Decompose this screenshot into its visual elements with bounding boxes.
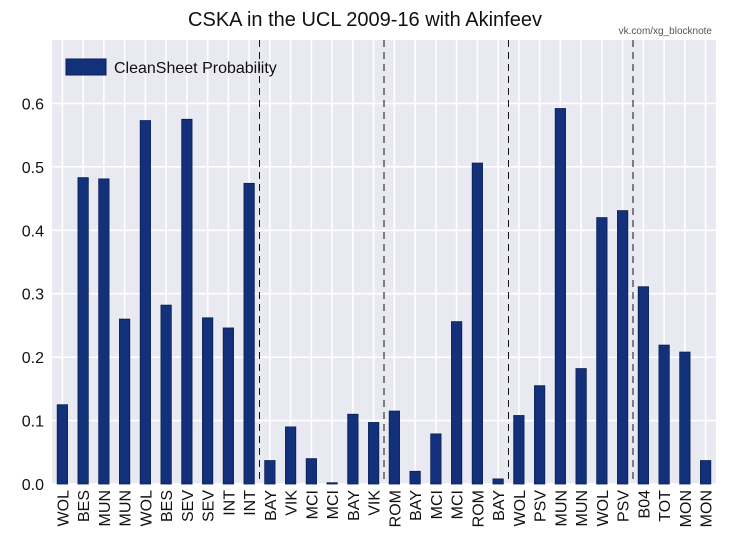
season-separators xyxy=(259,40,634,484)
bar-b04 xyxy=(637,286,649,485)
bar-mon xyxy=(700,460,712,485)
bar-rom xyxy=(471,162,483,485)
watermark: vk.com/xg_blocknote xyxy=(618,26,712,37)
y-tick-label: 0.5 xyxy=(22,160,44,177)
x-tick-label: MUN xyxy=(118,490,135,526)
bar-bay xyxy=(347,413,359,485)
x-tick-label: INT xyxy=(242,490,259,516)
bar-sev xyxy=(181,118,193,485)
x-tick-label: PSV xyxy=(533,490,550,522)
x-tick-label: BAY xyxy=(263,490,280,521)
x-tick-label: MON xyxy=(699,490,716,527)
bar-vik xyxy=(368,422,380,485)
y-tick-label: 0.6 xyxy=(22,96,44,113)
x-tick-label: MUN xyxy=(97,490,114,526)
bar-bay xyxy=(409,470,421,485)
bar-mci xyxy=(326,482,338,485)
x-tick-label: SEV xyxy=(180,490,197,522)
y-tick-label: 0.4 xyxy=(22,223,44,240)
bar-bay xyxy=(492,478,504,485)
bar-vik xyxy=(285,426,297,485)
x-tick-label: BAY xyxy=(346,490,363,521)
x-tick-label: BAY xyxy=(491,490,508,521)
bar-sev xyxy=(202,317,214,485)
x-tick-label: MUN xyxy=(574,490,591,526)
legend-swatch xyxy=(65,58,107,76)
y-tick-label: 0.3 xyxy=(22,287,44,304)
bar-wol xyxy=(596,217,608,485)
bar-wol xyxy=(56,404,68,485)
y-tick-label: 0.2 xyxy=(22,350,44,367)
x-tick-label: BES xyxy=(76,490,93,522)
bar-rom xyxy=(388,410,400,485)
bar-int xyxy=(222,327,234,485)
bar-mun xyxy=(575,368,587,485)
bar-tot xyxy=(658,344,670,485)
x-tick-label: BAY xyxy=(408,490,425,521)
bar-mun xyxy=(554,108,566,485)
legend: CleanSheet Probability xyxy=(65,58,277,77)
x-tick-label: ROM xyxy=(387,490,404,527)
x-tick-label: MCI xyxy=(450,490,467,519)
bar-mci xyxy=(430,433,442,485)
x-tick-label: WOL xyxy=(55,490,72,527)
x-tick-label: INT xyxy=(221,490,238,516)
x-tick-label: MON xyxy=(678,490,695,527)
x-tick-label: VIK xyxy=(367,490,384,516)
y-tick-label: 0.0 xyxy=(22,477,44,494)
bar-psv xyxy=(534,385,546,485)
bar-psv xyxy=(617,210,629,485)
x-tick-label: MCI xyxy=(429,490,446,519)
x-tick-label: WOL xyxy=(595,490,612,527)
bar-wol xyxy=(139,120,151,485)
y-tick-label: 0.1 xyxy=(22,414,44,431)
y-axis-ticks: 0.0 0.1 0.2 0.3 0.4 0.5 0.6 xyxy=(22,96,44,494)
chart-title: CSKA in the UCL 2009-16 with Akinfeev xyxy=(188,9,542,31)
x-axis-ticks: WOL BES MUN MUN WOL BES SEV SEV INT INT BAY VIK MCI M… xyxy=(55,490,715,528)
bar-int xyxy=(243,182,255,485)
x-tick-label: WOL xyxy=(138,490,155,527)
bar-mci xyxy=(305,458,317,485)
bars xyxy=(56,108,712,485)
bar-mun xyxy=(98,178,110,485)
x-tick-label: MCI xyxy=(304,490,321,519)
x-tick-label: MCI xyxy=(325,490,342,519)
x-tick-label: VIK xyxy=(284,490,301,516)
x-tick-label: ROM xyxy=(470,490,487,527)
legend-label: CleanSheet Probability xyxy=(114,60,277,77)
x-tick-label: PSV xyxy=(616,490,633,522)
x-tick-label: SEV xyxy=(201,490,218,522)
bar-bay xyxy=(264,460,276,485)
bar-mun xyxy=(119,318,131,485)
x-tick-label: B04 xyxy=(636,490,653,519)
x-tick-label: MUN xyxy=(553,490,570,526)
bar-bes xyxy=(77,177,89,485)
bar-mon xyxy=(679,351,691,485)
bar-wol xyxy=(513,415,525,485)
x-tick-label: TOT xyxy=(657,490,674,522)
x-tick-label: BES xyxy=(159,490,176,522)
x-tick-label: WOL xyxy=(512,490,529,527)
bar-bes xyxy=(160,304,172,485)
bar-mci xyxy=(451,321,463,485)
